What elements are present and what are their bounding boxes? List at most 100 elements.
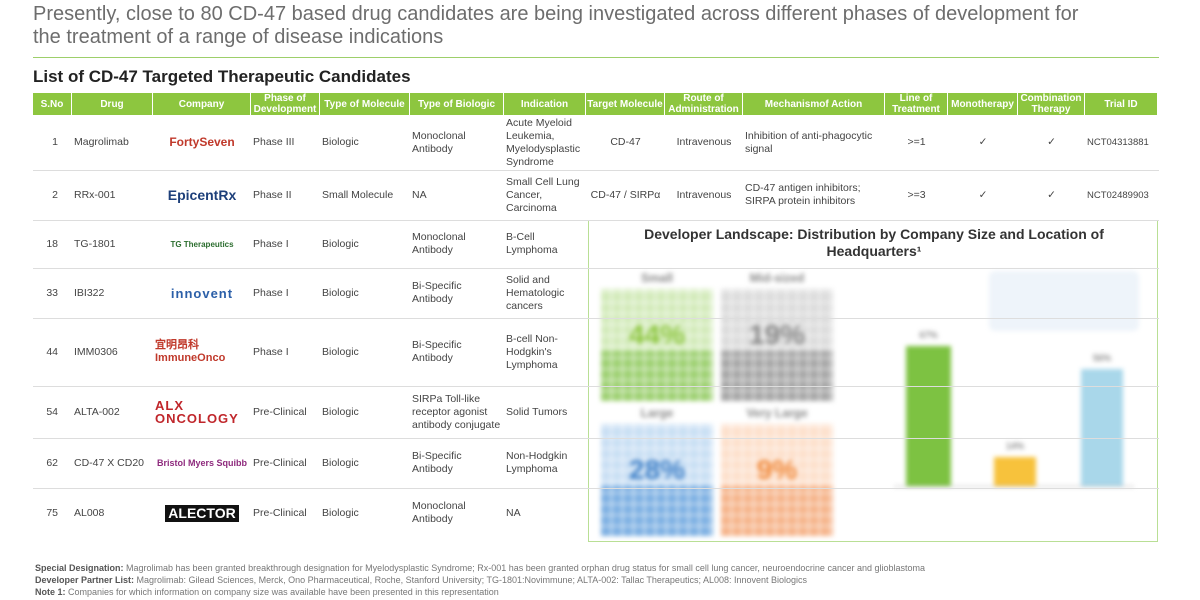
table-cell: 18 — [46, 237, 58, 250]
table-cell: 62 — [46, 456, 58, 469]
size-label: Large — [640, 406, 674, 420]
table-cell: Small Molecule — [322, 188, 394, 201]
column-header: S.No — [33, 93, 72, 115]
table-cell: B-Cell Lymphoma — [506, 231, 558, 256]
table-cell: ✓ — [1047, 136, 1056, 148]
table-cell: TG-1801 — [74, 237, 116, 250]
footnote: Special Designation: Magrolimab has been… — [35, 563, 925, 573]
table-cell: >=1 — [907, 136, 926, 148]
table-cell: AL008 — [74, 506, 105, 519]
row-divider — [33, 268, 1159, 269]
table-cell: ✓ — [978, 188, 988, 201]
table-cell: 33 — [46, 286, 58, 299]
table-cell: Monoclonal Antibody — [412, 129, 466, 155]
table-cell: Magrolimab — [74, 136, 129, 148]
region-value: 14% — [1005, 440, 1024, 451]
table-title: List of CD-47 Targeted Therapeutic Candi… — [33, 67, 411, 86]
footnote-label: Note 1: — [35, 587, 66, 597]
column-header: Line of Treatment — [885, 93, 948, 115]
table-cell: 2 — [52, 188, 58, 201]
size-value: 19% — [748, 319, 806, 350]
table-cell: RRx-001 — [74, 188, 116, 201]
table-cell: IBI322 — [74, 286, 105, 299]
size-label: Small — [640, 271, 673, 285]
company-cell: EpicentRx — [153, 170, 251, 220]
table-cell: Phase II — [253, 188, 292, 201]
column-header: Phase of Development — [251, 93, 320, 115]
divider — [33, 57, 1159, 58]
logo-cluster — [989, 271, 1139, 331]
table-cell: NA — [412, 188, 427, 201]
table-cell: NCT04313881 — [1087, 137, 1149, 148]
column-header: Target Molecule — [586, 93, 665, 115]
region-bar — [1081, 368, 1123, 486]
row-divider — [33, 318, 1159, 319]
company-cell: ALX ONCOLOGY — [153, 386, 251, 438]
column-header: Route of Administration — [665, 93, 743, 115]
company-logo: ALECTOR — [165, 504, 239, 522]
panel-content: Small 44% Mid-sized 19% Large 28% Very Large 9%… — [589, 221, 1159, 543]
table-cell: Phase I — [253, 237, 289, 250]
table-cell: Intravenous — [676, 136, 732, 148]
size-value: 28% — [628, 454, 686, 485]
row-divider — [33, 170, 1159, 171]
column-header: Type of Molecule — [320, 93, 410, 115]
table-cell: ALTA-002 — [74, 405, 120, 418]
overlay-panel: Developer Landscape: Distribution by Com… — [588, 220, 1158, 542]
size-label: Very Large — [746, 406, 808, 420]
row-divider — [33, 438, 1159, 439]
column-header: Trial ID — [1085, 93, 1158, 115]
panel-title: Developer Landscape: Distribution by Com… — [644, 226, 1104, 259]
column-header: Type of Biologic — [410, 93, 504, 115]
footnote-label: Developer Partner List: — [35, 575, 135, 585]
table-cell: CD-47 X CD20 — [74, 456, 145, 469]
company-cell: 宜明昂科 ImmuneOnco — [153, 318, 251, 386]
column-header: Monotherapy — [948, 93, 1018, 115]
table-cell: CD-47 / SIRPα — [590, 188, 661, 201]
company-cell: TG Therapeutics — [153, 220, 251, 268]
waffle — [601, 289, 713, 401]
row-divider — [33, 220, 1159, 221]
table-cell: Biologic — [322, 286, 359, 299]
table-cell: Biologic — [322, 136, 359, 148]
headline: Presently, close to 80 CD-47 based drug … — [33, 3, 1079, 48]
company-cell: Bristol Myers Squibb — [153, 438, 251, 488]
table-cell: Inhibition of anti-phagocytic signal — [745, 129, 873, 155]
table-cell: Intravenous — [676, 188, 732, 201]
row-divider — [33, 488, 1159, 489]
footnote-text: Magrolimab: Gilead Sciences, Merck, Ono … — [134, 575, 808, 585]
table-cell: ✓ — [1047, 188, 1056, 201]
table-cell: IMM0306 — [74, 345, 118, 358]
table-cell: 75 — [46, 506, 58, 519]
company-cell: FortySeven — [153, 115, 251, 170]
table-cell: Phase III — [253, 136, 295, 148]
table-cell: Small Cell Lung Cancer, Carcinoma — [506, 175, 580, 214]
table-cell: NCT02489903 — [1087, 189, 1149, 201]
company-logo: EpicentRx — [167, 186, 237, 203]
column-header: Mechanismof Action — [743, 93, 885, 115]
region-value: 67% — [919, 330, 938, 340]
table-cell: SIRPa Toll-like receptor agonist antibod… — [412, 392, 501, 431]
table-cell: Solid Tumors — [506, 405, 568, 418]
column-header: Indication — [504, 93, 586, 115]
table-cell: 44 — [46, 345, 58, 358]
column-header: Company — [153, 93, 251, 115]
table-cell: CD-47 — [610, 136, 641, 148]
table-cell: Pre-Clinical — [253, 506, 307, 519]
table-cell: Bi-Specific Antibody — [412, 450, 462, 475]
table-cell: Pre-Clinical — [253, 456, 307, 469]
company-logo: innovent — [170, 285, 234, 301]
company-logo: ALX ONCOLOGY — [155, 398, 239, 426]
column-header: Drug — [72, 93, 153, 115]
table-cell: Biologic — [322, 506, 359, 519]
table-cell: Biologic — [322, 405, 359, 418]
footnote: Developer Partner List: Magrolimab: Gile… — [35, 575, 807, 585]
table-cell: B-cell Non-Hodgkin's Lymphoma — [506, 332, 558, 371]
table-cell: 1 — [52, 136, 58, 148]
footnote-text: Companies for which information on compa… — [65, 587, 499, 597]
waffle — [601, 424, 713, 536]
footnote-text: Magrolimab has been granted breakthrough… — [123, 563, 926, 573]
region-value: 56% — [1092, 352, 1111, 363]
waffle — [721, 424, 833, 536]
